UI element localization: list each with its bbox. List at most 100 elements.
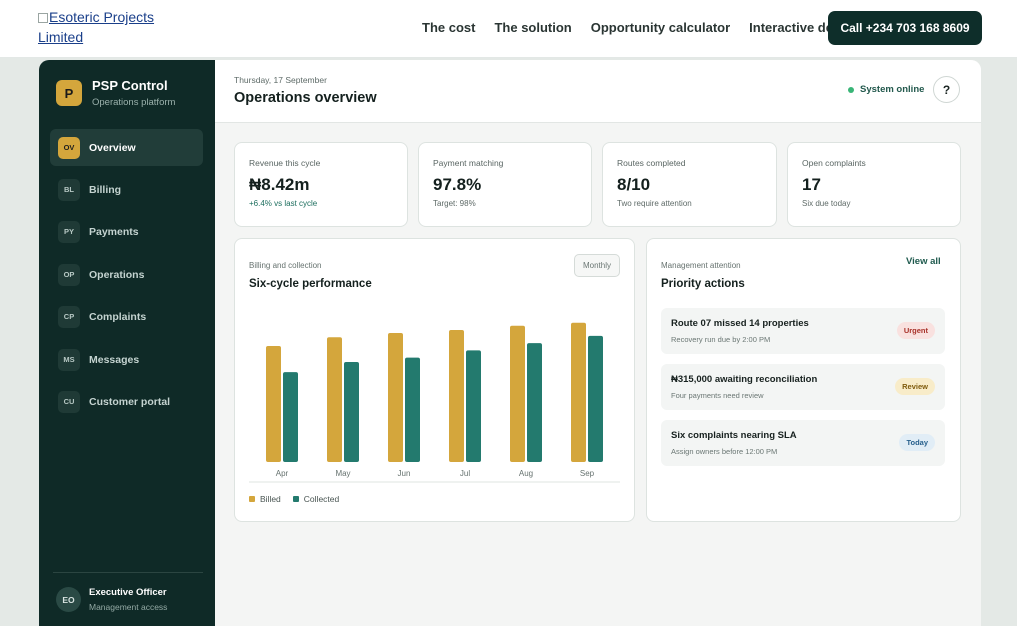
status-badge-urgent: Urgent [896, 322, 935, 339]
chart-kicker: Billing and collection [249, 261, 322, 270]
priority-item-title: ₦315,000 awaiting reconciliation [671, 374, 818, 385]
sidebar-item-operations[interactable]: OP Operations [50, 256, 203, 293]
brand-name: PSP Control [92, 78, 168, 93]
overview-code-icon: OV [58, 136, 80, 159]
sidebar-item-billing[interactable]: BL Billing [50, 171, 203, 208]
sidebar: P PSP Control Operations platform OV Ove… [39, 60, 215, 626]
payments-code-icon: PY [58, 220, 80, 243]
stat-value: 17 [802, 175, 821, 194]
bar-billed-apr [266, 346, 281, 462]
avatar[interactable]: EO [56, 587, 81, 612]
sidebar-item-customer-portal[interactable]: CU Customer portal [50, 383, 203, 420]
period-select[interactable]: Monthly [574, 254, 620, 277]
stat-value: ₦8.42m [249, 175, 310, 194]
priority-item-route[interactable]: Route 07 missed 14 properties Recovery r… [661, 308, 945, 354]
bar-chart: Apr May Jun Jul Aug Sep [249, 322, 620, 483]
priority-item-sub: Assign owners before 12:00 PM [671, 447, 778, 456]
call-button[interactable]: Call +234 703 168 8609 [828, 11, 982, 45]
priority-actions-card: Management attention Priority actions Vi… [646, 238, 961, 522]
sidebar-item-overview[interactable]: OV Overview [50, 129, 203, 166]
stat-card-revenue: Revenue this cycle ₦8.42m +6.4% vs last … [234, 142, 408, 227]
x-tick-label-apr: Apr [276, 469, 289, 478]
chart-card: Billing and collection Six-cycle perform… [234, 238, 635, 522]
legend-swatch-collected [292, 496, 299, 502]
bar-billed-jul [449, 330, 464, 462]
sidebar-item-messages[interactable]: MS Messages [50, 341, 203, 378]
bar-collected-aug [527, 343, 542, 462]
stat-label: Payment matching [433, 158, 504, 168]
x-tick-label-aug: Aug [519, 469, 533, 478]
billing-code-icon: BL [58, 178, 80, 201]
stat-label: Routes completed [617, 158, 686, 168]
sidebar-item-label: Payments [89, 225, 139, 238]
status-badge: System online [848, 84, 924, 95]
bar-collected-sep [588, 335, 603, 462]
user-role: Management access [89, 602, 168, 612]
nav-link-opportunity-calculator[interactable]: Opportunity calculator [590, 20, 731, 35]
bar-collected-apr [283, 372, 298, 462]
priority-item-reconciliation[interactable]: ₦315,000 awaiting reconciliation Four pa… [661, 364, 945, 410]
stat-value: 8/10 [617, 175, 651, 194]
brand-mark: P [56, 80, 82, 106]
bar-collected-may [344, 361, 359, 462]
nav-link-the-solution[interactable]: The solution [494, 20, 572, 35]
status-badge-review: Review [895, 378, 935, 395]
sidebar-item-label: Complaints [89, 310, 147, 323]
page-title: Operations overview [234, 90, 377, 106]
brand-subtitle: Operations platform [92, 97, 176, 108]
stat-value: 97.8% [433, 175, 482, 194]
x-tick-label-sep: Sep [580, 469, 595, 478]
priority-item-sub: Recovery run due by 2:00 PM [671, 335, 771, 344]
stat-card-complaints: Open complaints 17 Six due today [787, 142, 961, 227]
x-tick-label-jul: Jul [460, 469, 470, 478]
stat-sub: Six due today [802, 199, 851, 208]
chart-title: Six-cycle performance [249, 278, 372, 290]
help-button[interactable]: ? [933, 76, 960, 103]
main-header: Thursday, 17 September Operations overvi… [215, 60, 981, 123]
nav-link-interactive-demo[interactable]: Interactive demo [749, 20, 853, 35]
sidebar-item-label: Overview [89, 141, 136, 154]
operations-code-icon: OP [58, 263, 80, 286]
sidebar-item-label: Operations [89, 268, 145, 281]
legend-label-collected: Collected [303, 494, 340, 504]
broken-image-icon [38, 13, 48, 23]
stat-label: Open complaints [802, 158, 866, 168]
priority-item-complaints-sla[interactable]: Six complaints nearing SLA Assign owners… [661, 420, 945, 466]
nav-links: The cost The solution Opportunity calcul… [422, 20, 871, 35]
bar-billed-may [327, 337, 342, 462]
stat-card-payment-matching: Payment matching 97.8% Target: 98% [418, 142, 592, 227]
bar-billed-sep [571, 322, 586, 462]
sidebar-item-complaints[interactable]: CP Complaints [50, 298, 203, 335]
nav-link-the-cost[interactable]: The cost [422, 20, 476, 35]
bar-billed-aug [510, 325, 525, 462]
bar-billed-jun [388, 332, 403, 462]
current-date: Thursday, 17 September [234, 75, 327, 85]
legend-label-billed: Billed [260, 494, 281, 504]
stat-sub: +6.4% vs last cycle [249, 199, 318, 208]
sidebar-divider [53, 572, 203, 573]
view-all-link[interactable]: View all [906, 256, 941, 267]
x-tick-label-may: May [335, 469, 350, 478]
status-badge-today: Today [899, 434, 935, 451]
x-tick-label-jun: Jun [398, 469, 411, 478]
status-text: System online [860, 84, 925, 95]
top-navigation: Esoteric Projects Limited The cost The s… [0, 0, 1017, 58]
stat-card-routes: Routes completed 8/10 Two require attent… [602, 142, 777, 227]
status-dot-icon [848, 86, 854, 93]
legend-swatch-billed [249, 496, 255, 502]
company-logo[interactable]: Esoteric Projects Limited [38, 7, 168, 47]
messages-code-icon: MS [58, 348, 80, 371]
sidebar-item-label: Billing [89, 183, 122, 196]
sidebar-item-payments[interactable]: PY Payments [50, 213, 203, 250]
app-window: P PSP Control Operations platform OV Ove… [39, 60, 981, 626]
bar-collected-jul [466, 350, 481, 462]
priority-title: Priority actions [661, 278, 745, 290]
customer-portal-code-icon: CU [58, 390, 80, 413]
bar-collected-jun [405, 357, 420, 462]
priority-item-sub: Four payments need review [671, 391, 764, 400]
priority-kicker: Management attention [661, 261, 741, 270]
chart-legend: Billed Collected [249, 494, 351, 504]
sidebar-item-label: Messages [89, 353, 140, 366]
company-logo-alt-text: Esoteric Projects Limited [38, 9, 155, 45]
stat-label: Revenue this cycle [249, 158, 321, 168]
